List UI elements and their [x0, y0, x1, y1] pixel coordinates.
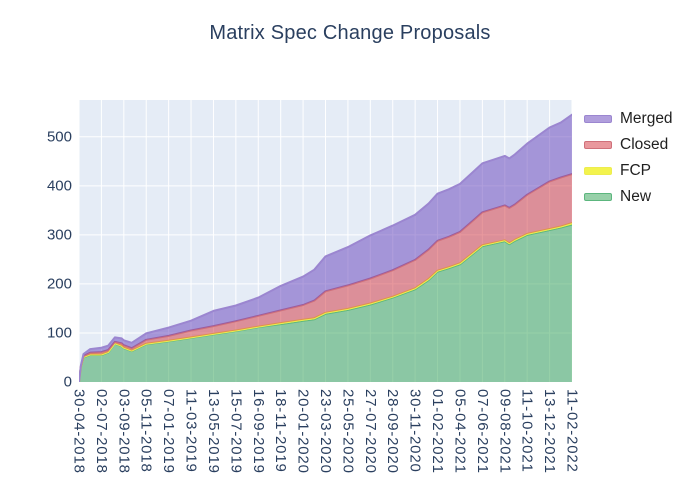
legend-swatch-new: [584, 193, 612, 201]
y-tick-label: 500: [47, 128, 72, 145]
x-tick-label: 20-01-2020: [295, 389, 312, 474]
y-tick-label: 300: [47, 226, 72, 243]
area-closed: [79, 174, 572, 382]
x-tick-label: 05-11-2018: [138, 389, 155, 473]
legend-swatch-fcp: [584, 167, 612, 175]
legend-label: FCP: [620, 162, 651, 180]
x-tick-label: 09-08-2021: [496, 389, 513, 474]
legend-swatch-closed: [584, 141, 612, 149]
area-new: [79, 224, 572, 382]
legend-item-new[interactable]: New: [584, 184, 673, 210]
chart-title: Matrix Spec Change Proposals: [209, 22, 491, 44]
legend-label: New: [620, 188, 652, 206]
legend-item-closed[interactable]: Closed: [584, 132, 673, 158]
x-tick-label: 01-02-2021: [429, 389, 446, 474]
legend-label: Closed: [620, 136, 669, 154]
y-tick-label: 100: [47, 324, 72, 341]
x-tick-label: 28-09-2020: [384, 389, 401, 474]
y-tick-label: 0: [64, 374, 72, 391]
x-tick-label: 03-09-2018: [115, 389, 132, 474]
y-tick-label: 200: [47, 275, 72, 292]
x-tick-label: 15-07-2019: [227, 389, 244, 474]
line-merged: [79, 113, 572, 382]
x-tick-label: 13-05-2019: [205, 389, 222, 474]
x-tick-label: 07-01-2019: [160, 389, 177, 474]
x-tick-label: 11-10-2021: [519, 389, 536, 473]
x-tick-label: 02-07-2018: [93, 389, 110, 474]
x-tick-label: 16-09-2019: [250, 389, 267, 474]
x-tick-label: 23-03-2020: [317, 389, 334, 474]
y-tick-label: 400: [47, 177, 72, 194]
x-tick-label: 05-04-2021: [451, 389, 468, 474]
x-tick-label: 30-11-2020: [407, 389, 424, 473]
legend-label: Merged: [620, 110, 673, 128]
x-tick-label: 30-04-2018: [71, 389, 88, 474]
legend-swatch-merged: [584, 115, 612, 123]
x-tick-label: 18-11-2019: [272, 389, 289, 473]
x-tick-label: 11-02-2022: [564, 389, 581, 473]
x-tick-label: 25-05-2020: [339, 389, 356, 474]
legend-item-merged[interactable]: Merged: [584, 106, 673, 132]
x-tick-label: 07-06-2021: [474, 389, 491, 474]
legend-item-fcp[interactable]: FCP: [584, 158, 673, 184]
legend: Merged Closed FCP New: [584, 106, 673, 210]
areas-group: [79, 113, 572, 382]
x-tick-label: 27-07-2020: [362, 389, 379, 474]
x-tick-label: 13-12-2021: [541, 389, 558, 474]
x-tick-label: 11-03-2019: [183, 389, 200, 473]
